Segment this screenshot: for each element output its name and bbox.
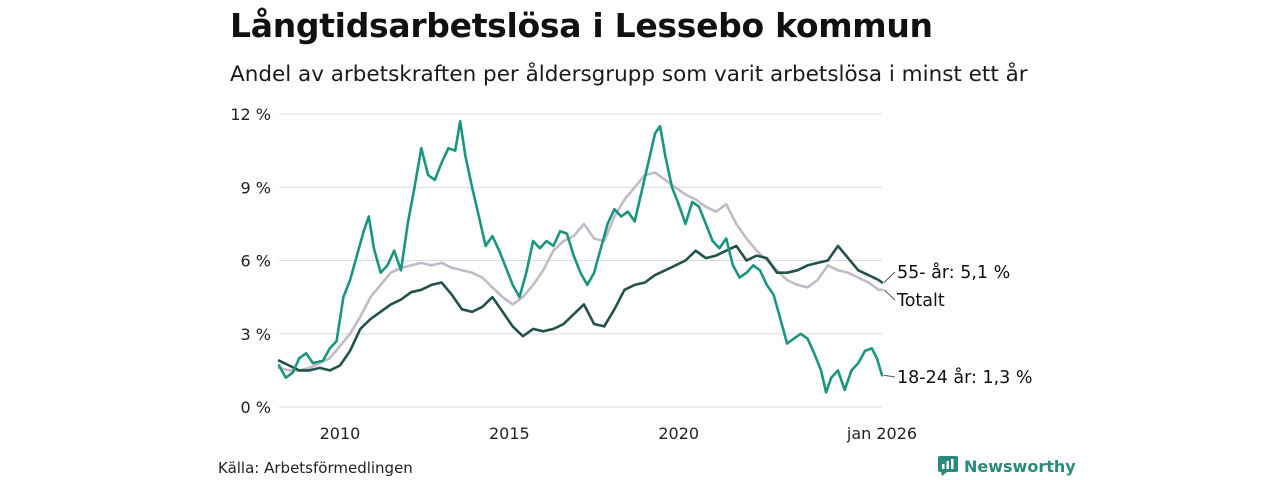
x-tick-label: 2020 [658,424,699,443]
series-line-55-r [277,244,884,372]
y-tick-label: 3 % [241,325,271,344]
label-connector [883,374,896,378]
series-labels: Totalt 55- år: 5,1 % 18-24 år: 1,3 % [883,262,1033,388]
series-label: 55- år: 5,1 % [897,262,1010,283]
chart-subtitle: Andel av arbetskraften per åldersgrupp s… [230,62,1028,87]
label-connector [883,289,896,301]
series-line-18-24-r [277,120,884,394]
y-axis: 0 % 3 % 6 % 9 % 12 % [230,105,271,417]
brand-name: Newsworthy [964,456,1076,476]
label-connector [883,271,896,283]
x-tick-label: jan 2026 [846,424,917,443]
y-tick-label: 6 % [241,252,271,271]
x-axis: 2010 2015 2020 jan 2026 [320,424,917,443]
y-tick-label: 0 % [241,398,271,417]
x-tick-label: 2015 [489,424,530,443]
series-lines [277,120,884,394]
series-label: 18-24 år: 1,3 % [897,367,1033,388]
newsworthy-logo-icon [938,456,958,476]
y-tick-label: 12 % [230,105,271,124]
grid-lines [279,113,882,408]
chart-title: Långtidsarbetslösa i Lessebo kommun [230,6,933,45]
series-label: Totalt [896,291,945,311]
brand-logo: Newsworthy [938,456,1076,476]
series-line-totalt [277,171,884,372]
source-note: Källa: Arbetsförmedlingen [218,459,413,477]
y-tick-label: 9 % [241,178,271,197]
x-tick-label: 2010 [320,424,361,443]
